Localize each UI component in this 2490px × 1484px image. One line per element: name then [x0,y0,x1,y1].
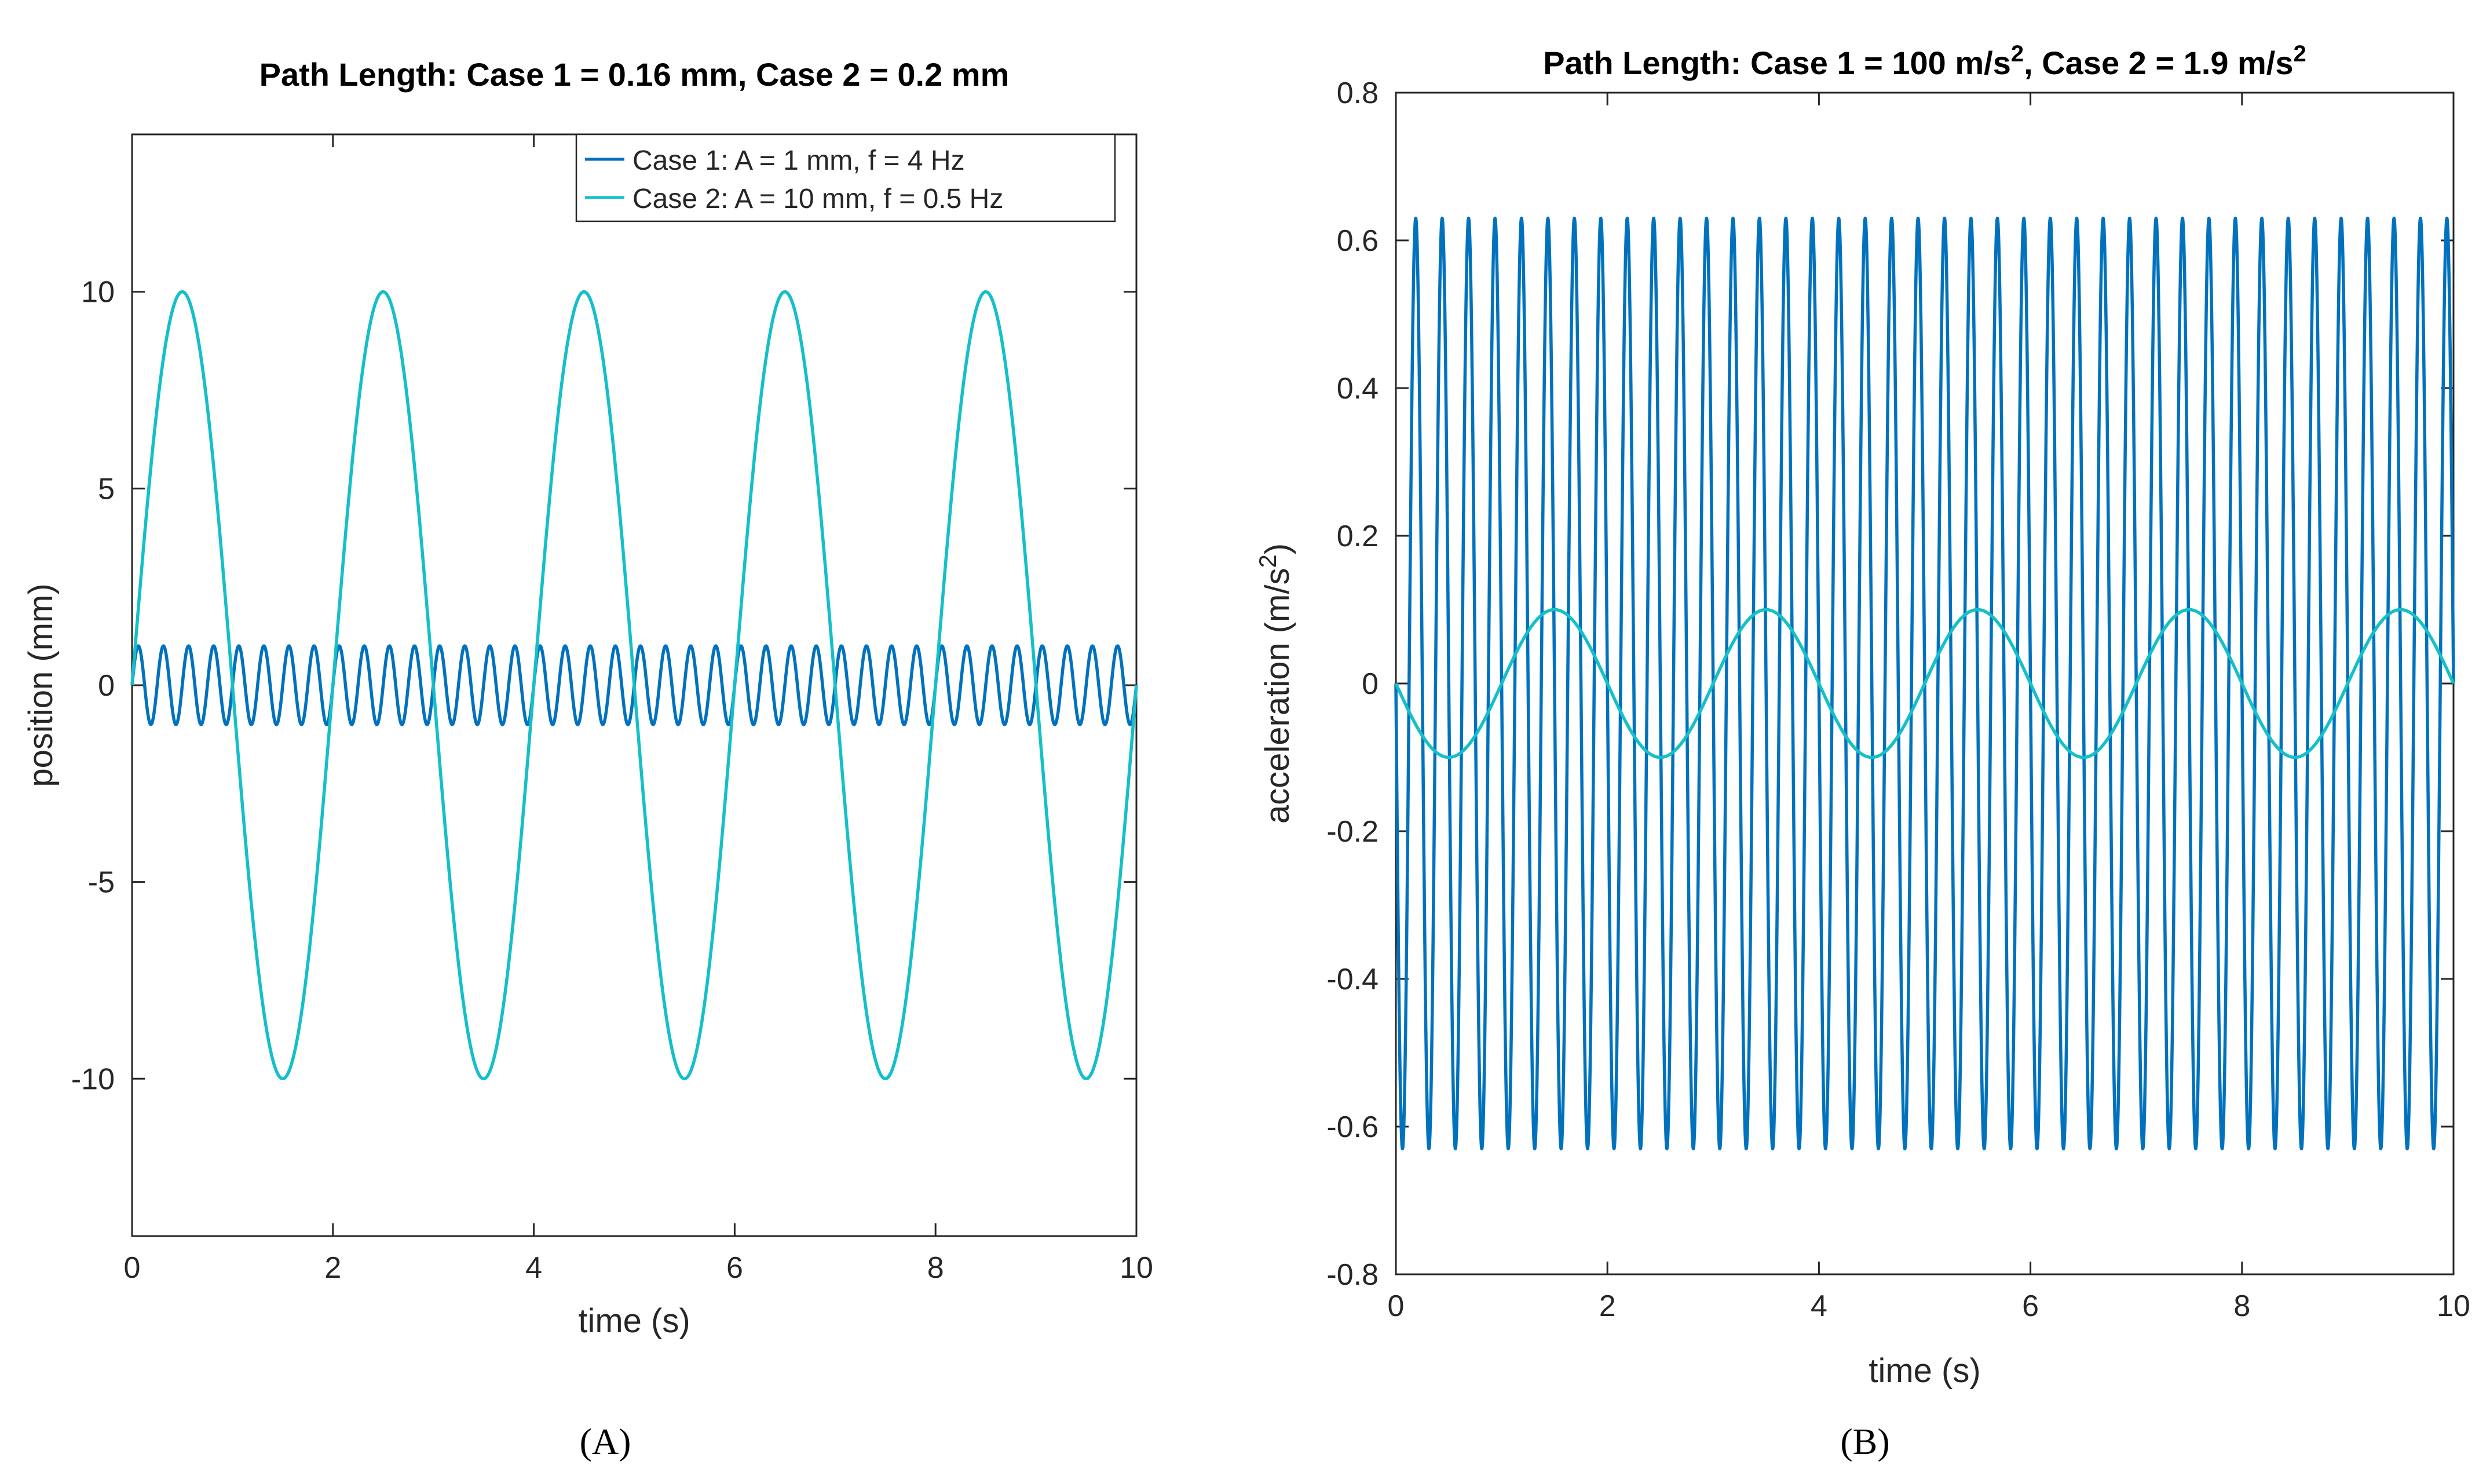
y-axis-label-a: position (mm) [22,583,60,787]
y-axis-label-b-sup: 2 [1254,554,1281,568]
series-line-a-case-2 [130,290,1138,1081]
y-tick-label-b: 0 [1362,667,1379,701]
x-tick-label-b: 2 [1599,1289,1616,1323]
x-tick-label-b: 6 [2022,1289,2039,1323]
y-axis-label-b: acceleration (m/s2) [1254,543,1296,824]
chart-panel-b: 0 2 4 6 8 10 -0.8 -0.6 -0.4 -0.2 0 0.2 0.4 0.6 0.8 Pat… [1254,41,2470,1390]
tick-labels-a: 0 2 4 6 8 10 -10 -5 0 5 10 [71,276,1153,1285]
chart-panel-a: 0 2 4 6 8 10 -10 -5 0 5 10 Path Length: Case 1 = 0… [22,56,1153,1340]
x-tick-label-b: 8 [2233,1289,2250,1323]
ticks-b [1395,92,2455,1275]
chart-title-b: Path Length: Case 1 = 100 m/s2, Case 2 =… [1543,41,2306,81]
series-group-b [1394,217,2455,1150]
x-tick-label-b: 10 [2437,1289,2470,1323]
x-tick-label-b: 4 [1811,1289,1827,1323]
y-tick-label-b: -0.8 [1326,1258,1379,1292]
chart-title-b-part-1: Path Length: Case 1 = 100 m/s [1543,45,2011,81]
chart-title-b-part-2: , Case 2 = 1.9 m/s [2024,45,2293,81]
series-group-a [130,290,1138,1081]
y-tick-label-a: -5 [88,866,115,900]
x-tick-label-a: 10 [1120,1251,1153,1285]
y-tick-label-b: 0.2 [1337,520,1379,553]
y-tick-label-a: 0 [98,669,115,703]
series-line-b-case-2 [1394,608,2455,759]
y-tick-label-b: 0.8 [1337,76,1379,110]
x-axis-label-a: time (s) [578,1302,690,1340]
x-axis-label-b: time (s) [1869,1352,1980,1390]
y-tick-label-a: 5 [98,472,115,506]
y-tick-label-b: -0.2 [1326,815,1379,849]
y-axis-label-b-part-2: ) [1259,543,1296,554]
panel-label-a: (A) [580,1421,631,1462]
x-tick-label-a: 2 [324,1251,341,1285]
chart-title-b-sup-2: 2 [2294,41,2306,67]
y-tick-label-b: 0.4 [1337,372,1379,405]
panel-label-b: (B) [1840,1421,1889,1462]
legend-entry-case-1: Case 1: A = 1 mm, f = 4 Hz [632,145,965,176]
y-tick-label-b: -0.4 [1326,963,1379,996]
y-tick-label-a: 10 [81,276,115,309]
x-tick-label-a: 0 [124,1251,141,1285]
x-tick-label-b: 0 [1388,1289,1405,1323]
tick-labels-b: 0 2 4 6 8 10 -0.8 -0.6 -0.4 -0.2 0 0.2 0.4 0.6 0.8 [1326,76,2470,1323]
y-axis-label-b-part-1: acceleration (m/s [1259,568,1296,824]
y-tick-label-b: -0.6 [1326,1110,1379,1144]
legend: Case 1: A = 1 mm, f = 4 Hz Case 2: A = 1… [575,133,1116,222]
chart-title-b-sup-1: 2 [2011,41,2024,67]
legend-entry-case-2: Case 2: A = 10 mm, f = 0.5 Hz [632,184,1003,214]
legend-box [575,133,1116,222]
y-tick-label-b: 0.6 [1337,224,1379,258]
x-tick-label-a: 8 [927,1251,944,1285]
y-tick-label-a: -10 [71,1062,115,1096]
chart-title-a: Path Length: Case 1 = 0.16 mm, Case 2 = … [259,56,1010,93]
x-tick-label-a: 4 [525,1251,542,1285]
x-tick-label-a: 6 [726,1251,743,1285]
